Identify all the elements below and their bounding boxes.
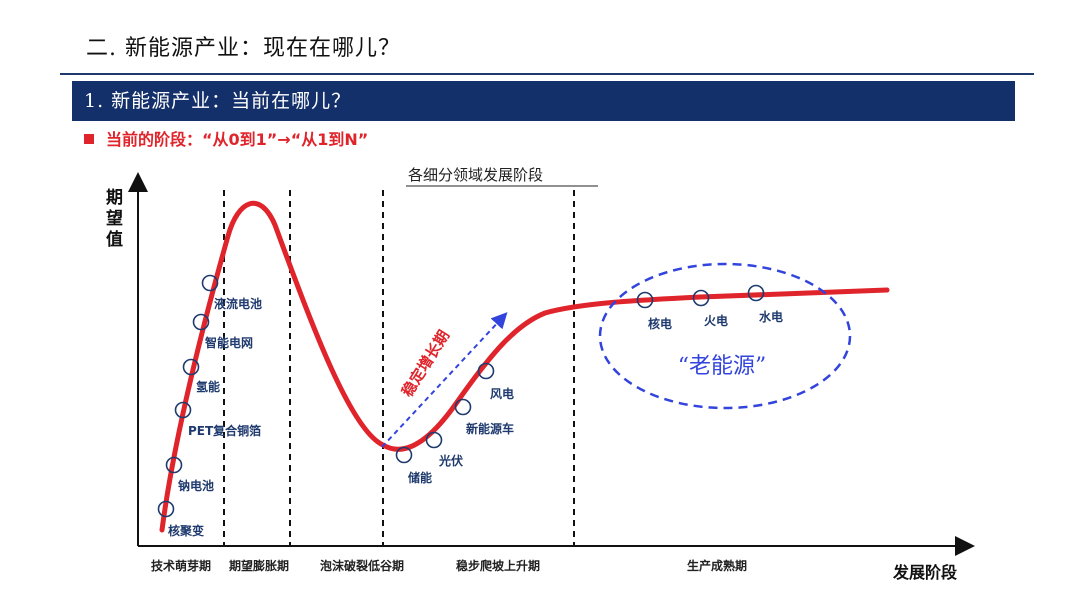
title-divider (60, 73, 1034, 75)
tech-label: 液流电池 (214, 296, 262, 311)
stage-text: 当前的阶段：“从0到1”→“从1到N” (106, 130, 369, 149)
phase-label-5: 生产成熟期 (687, 558, 747, 573)
marker-photovoltaic: 光伏 (425, 431, 463, 468)
phase-label-1: 技术萌芽期 (151, 558, 211, 573)
marker-nuclear-power: 核电 (636, 291, 672, 331)
section-header: 1. 新能源产业：当前在哪儿？ (72, 81, 1015, 121)
tech-marker (692, 289, 710, 307)
marker-sodium-battery: 钠电池 (165, 456, 214, 493)
tech-marker (201, 274, 219, 292)
y-axis-label-1: 期 (106, 188, 123, 208)
tech-marker (395, 446, 413, 464)
hype-cycle-curve (159, 200, 890, 533)
marker-energy-storage: 储能 (395, 446, 432, 485)
growth-arrow (381, 312, 508, 448)
tech-marker (157, 500, 175, 518)
marker-new-energy-vehicle: 新能源车 (454, 398, 514, 436)
tech-label: 核聚变 (168, 523, 204, 538)
tech-label: 光伏 (438, 453, 463, 468)
stage-line: 当前的阶段：“从0到1”→“从1到N” (84, 126, 368, 150)
tech-label: 水电 (759, 309, 783, 324)
marker-hydrogen: 氢能 (182, 358, 220, 394)
phase-label-3: 泡沫破裂低谷期 (320, 558, 404, 573)
old-energy-label: “老能源” (678, 354, 767, 379)
marker-hydro-power: 水电 (747, 284, 783, 324)
tech-marker (425, 431, 443, 449)
page-title: 二. 新能源产业：现在在哪儿？ (86, 36, 401, 61)
diagram-subtitle: 各细分领域发展阶段 (408, 166, 543, 184)
marker-flow-battery: 液流电池 (201, 274, 262, 311)
marker-nuclear-fusion: 核聚变 (157, 500, 204, 538)
tech-label: 储能 (408, 470, 432, 485)
tech-label: 智能电网 (204, 335, 253, 350)
phase-label-2: 期望膨胀期 (229, 558, 289, 573)
marker-thermal-power: 火电 (692, 289, 728, 328)
y-axis-label-3: 值 (106, 229, 123, 250)
growth-arrow-label: 稳定增长期 (398, 327, 453, 400)
marker-pet-copper-foil: PET复合铜箔 (174, 401, 261, 438)
x-axis-label: 发展阶段 (892, 563, 958, 582)
phase-label-4: 稳步爬坡上升期 (456, 558, 540, 573)
tech-marker (192, 313, 210, 331)
tech-marker (454, 398, 472, 416)
old-energy-ellipse (598, 262, 852, 410)
tech-marker (747, 284, 765, 302)
tech-marker (165, 456, 183, 474)
tech-label: 火电 (704, 313, 728, 328)
square-bullet-icon (84, 134, 94, 144)
tech-label: 钠电池 (178, 478, 214, 493)
tech-label: PET复合铜箔 (188, 423, 261, 438)
tech-label: 氢能 (196, 379, 220, 394)
tech-marker (477, 362, 495, 380)
tech-marker (182, 358, 200, 376)
marker-wind-power: 风电 (477, 362, 514, 401)
tech-label: 新能源车 (466, 421, 514, 436)
tech-label: 风电 (490, 386, 514, 401)
tech-marker (174, 401, 192, 419)
tech-marker (636, 291, 654, 309)
marker-smart-grid: 智能电网 (192, 313, 253, 350)
y-axis-label-2: 望 (106, 208, 123, 229)
tech-label: 核电 (648, 316, 672, 331)
